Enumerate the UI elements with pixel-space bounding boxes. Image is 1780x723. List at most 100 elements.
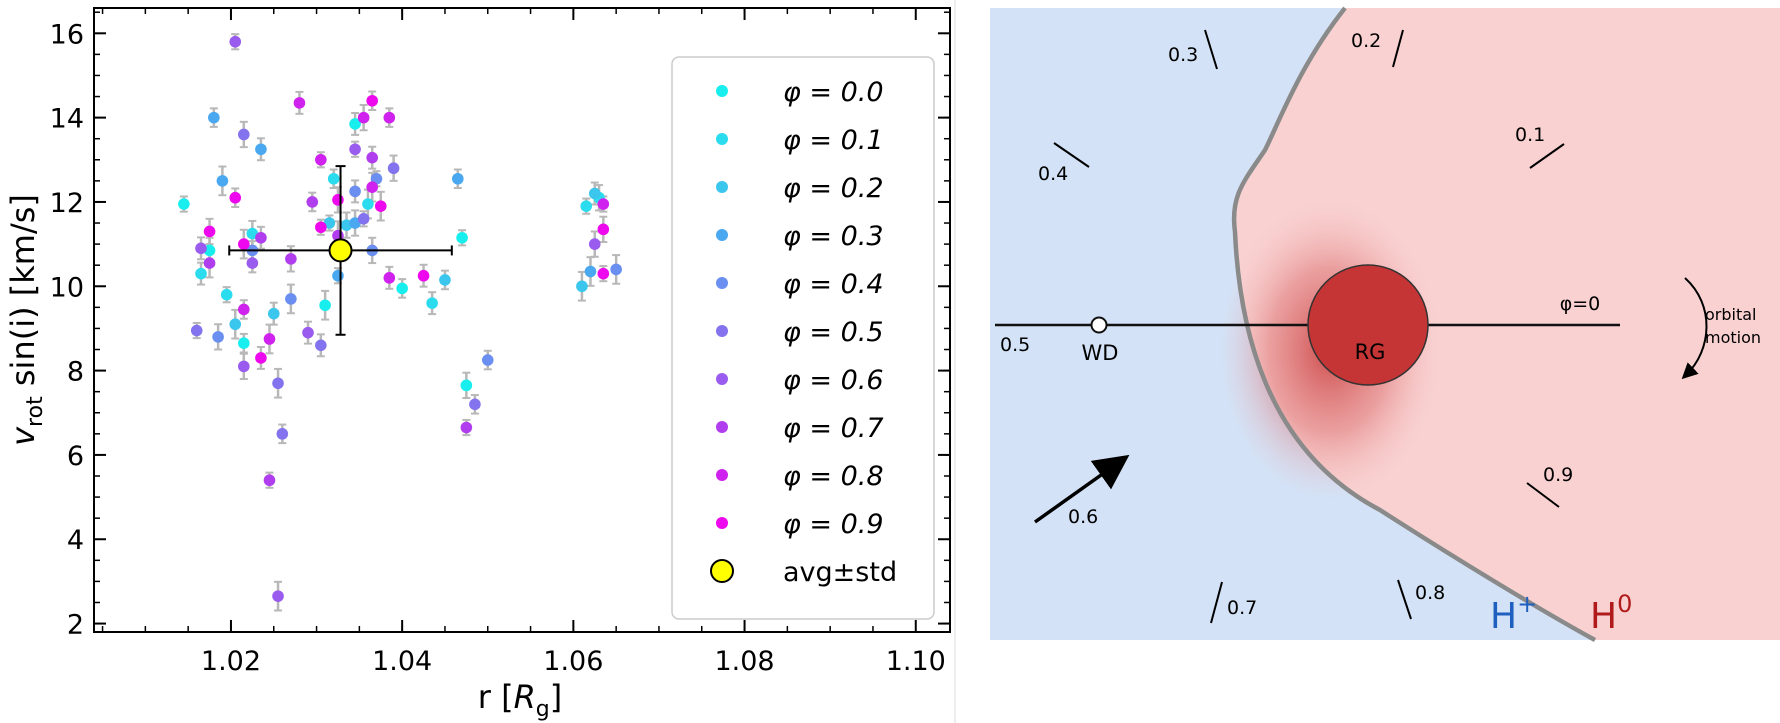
data-point [238,360,250,373]
legend-marker-avg [710,559,734,583]
y-tick-label: 2 [67,610,84,641]
data-point [460,421,473,434]
binary-diagram: RG WD φ=0 0.5 0.1 0.2 0.3 0.4 0.6 0.7 0.… [990,6,1780,642]
data-point [315,339,327,352]
data-point [272,377,284,390]
data-point [417,269,430,282]
data-point [366,94,379,107]
legend-marker [716,133,728,145]
y-tick-label: 6 [67,441,84,472]
phase-mark-0.8 [1397,579,1412,620]
data-point [366,151,379,164]
data-point [272,590,284,602]
y-tick-label: 8 [67,357,84,388]
data-point [396,282,408,295]
data-point [332,269,344,282]
legend-marker [716,517,728,529]
average-marker [328,238,353,263]
data-point [315,221,327,234]
data-point [349,143,361,156]
legend-label: φ = 0.7 [783,413,884,444]
data-point [255,231,267,244]
data-point [588,238,601,250]
data-point [238,337,250,349]
h-zero-label: H0 [1590,590,1632,637]
phase-mark-0.4 [1053,142,1090,168]
x-tick-label: 1.06 [543,646,603,677]
wd-label: WD [1082,341,1119,365]
legend-label: φ = 0.6 [783,365,884,396]
data-point [387,162,400,175]
data-point [255,352,267,364]
data-point [190,324,203,337]
legend-marker [716,373,728,385]
data-point [238,303,250,316]
data-point [203,225,216,238]
phase-mark-0.1 [1529,143,1565,169]
data-point [383,111,396,124]
data-point [319,299,331,312]
data-point [426,297,438,309]
y-tick-label: 16 [50,19,84,50]
data-point [323,217,336,229]
legend-label: φ = 0.5 [783,317,884,348]
data-point [195,242,207,255]
x-tick-label: 1.10 [886,646,946,677]
data-point [349,185,361,198]
x-tick-label: 1.08 [714,646,774,677]
data-point [212,331,224,343]
data-point [263,333,276,345]
orbital-motion-arrow [1681,277,1708,380]
legend-label: φ = 0.9 [783,509,884,540]
phase-label-0.3: 0.3 [1168,44,1198,66]
legend-box [671,56,935,620]
legend-label: φ = 0.3 [783,221,884,252]
data-point [481,354,494,366]
legend-marker [716,325,728,337]
phase-label-0.1: 0.1 [1515,124,1545,146]
legend-marker [716,229,728,241]
legend-label-avg: avg±std [783,557,897,588]
data-point [208,111,220,124]
phase-label-0.8: 0.8 [1415,582,1445,604]
data-point [357,111,370,124]
data-point [238,128,250,141]
x-tick-label: 1.02 [201,646,261,677]
data-point [383,272,396,284]
data-point [460,379,473,392]
x-axis-label: r [Rg] [478,678,563,722]
legend-label: φ = 0.4 [783,269,884,300]
phase-label-0.5: 0.5 [1000,334,1030,356]
data-point [576,280,588,293]
phase-mark-0.7 [1210,581,1223,624]
data-point [216,175,229,187]
data-point [285,253,297,265]
data-point [332,194,344,206]
data-point [315,153,327,166]
data-point [584,265,597,278]
data-point [597,267,610,280]
x-axis-ticks: 1.02 1.04 1.06 1.08 1.10 [101,8,946,677]
y-axis-ticks: 2 4 6 8 10 12 14 16 [50,11,950,641]
data-point [203,257,216,269]
y-axis-label: vrot sin(i) [km/s] [4,194,48,446]
data-point [597,198,610,210]
orbital-motion-label-2: motion [1705,328,1761,347]
data-point [267,307,280,320]
ionization-front [1231,6,1597,642]
data-point [220,288,233,301]
scatter-chart: 1.02 1.04 1.06 1.08 1.10 2 4 6 8 10 12 14 16 r [Rg]… [4,7,951,722]
data-point [195,267,207,280]
phase-label-0.9: 0.9 [1543,464,1573,486]
data-point [276,428,289,440]
legend-label: φ = 0.0 [783,77,884,108]
legend-label: φ = 0.1 [783,125,884,156]
y-tick-label: 10 [50,272,84,303]
y-tick-label: 4 [67,525,84,556]
phase-label-0.6: 0.6 [1068,506,1098,528]
x-tick-label: 1.04 [372,646,432,677]
error-bars [179,33,621,612]
data-point [229,191,242,204]
legend-marker [716,85,728,97]
red-giant [1307,264,1429,386]
